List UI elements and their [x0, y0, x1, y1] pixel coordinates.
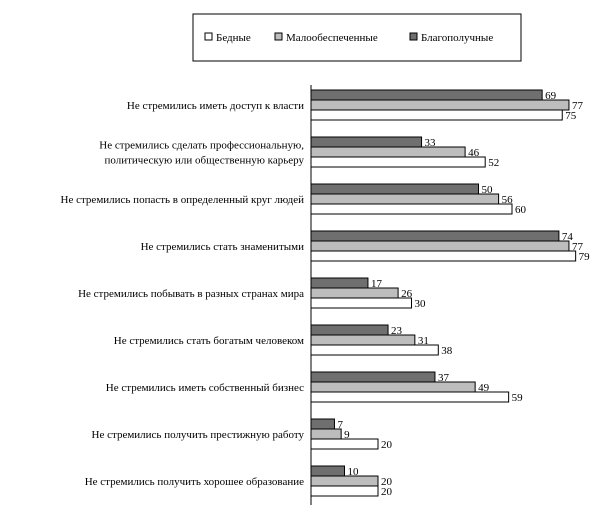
bar-6-series-1: [310, 324, 389, 336]
legend-entry: Бедные: [216, 32, 251, 44]
bar-1-series-1: [310, 89, 543, 101]
data-label: 60: [515, 204, 527, 216]
legend-swatch: [274, 32, 283, 41]
bar-6-series-3: [310, 344, 439, 356]
bar-2-series-3: [310, 156, 486, 168]
data-label: 20: [381, 439, 393, 451]
bar-6-series-2: [310, 334, 416, 346]
data-label: 9: [344, 429, 350, 441]
category-label: Не стремились попасть в определенный кру…: [61, 194, 305, 206]
legend-swatch: [409, 32, 418, 41]
category-label: Не стремились получить престижную работу: [92, 429, 305, 441]
legend-box: [192, 13, 522, 62]
bar-7-series-3: [310, 391, 510, 403]
data-label: 49: [478, 382, 490, 394]
data-label: 69: [545, 90, 557, 102]
bar-9-series-1: [310, 465, 345, 477]
bar-9-series-2: [310, 475, 379, 487]
data-label: 23: [391, 325, 403, 337]
bar-1-series-2: [310, 99, 570, 111]
bar-5-series-2: [310, 287, 399, 299]
chart-bars: 6977753346525056607477791726302331383749…: [310, 89, 591, 498]
bar-1-series-3: [310, 109, 563, 121]
category-label: Не стремились иметь доступ к власти: [127, 100, 304, 112]
bar-7-series-2: [310, 381, 476, 393]
bar-8-series-3: [310, 438, 379, 450]
category-label: Не стремились сделать профессиональную,: [99, 140, 304, 152]
bar-7-series-1: [310, 371, 436, 383]
category-label: Не стремились побывать в разных странах …: [78, 288, 304, 300]
data-label: 26: [401, 288, 413, 300]
bar-2-series-2: [310, 146, 466, 158]
category-label: политическую или общественную карьеру: [104, 155, 304, 167]
legend-entry: Благополучные: [421, 32, 493, 44]
category-label: Не стремились получить хорошее образован…: [85, 476, 304, 488]
bar-8-series-1: [310, 418, 335, 430]
data-label: 20: [381, 486, 393, 498]
data-label: 46: [468, 147, 480, 159]
data-label: 37: [438, 372, 450, 384]
bar-3-series-2: [310, 193, 500, 205]
data-label: 77: [572, 100, 584, 112]
data-label: 52: [488, 157, 499, 169]
bar-4-series-1: [310, 230, 560, 242]
bar-5-series-3: [310, 297, 412, 309]
data-label: 50: [482, 184, 494, 196]
bar-3-series-1: [310, 183, 479, 195]
legend-entry: Малообеспеченные: [286, 32, 378, 44]
data-label: 10: [348, 466, 360, 478]
data-label: 59: [512, 392, 524, 404]
data-label: 33: [425, 137, 437, 149]
category-label: Не стремились стать знаменитыми: [141, 241, 305, 253]
bar-2-series-1: [310, 136, 423, 148]
data-label: 75: [565, 110, 577, 122]
category-label: Не стремились стать богатым человеком: [114, 335, 304, 347]
data-label: 38: [441, 345, 453, 357]
bar-8-series-2: [310, 428, 342, 440]
data-label: 77: [572, 241, 584, 253]
legend-swatch: [204, 32, 213, 41]
data-label: 30: [415, 298, 427, 310]
chart-legend: Бедные Малообеспеченные Благополучные: [192, 13, 522, 62]
data-label: 7: [337, 419, 343, 431]
bar-3-series-3: [310, 203, 513, 215]
bar-4-series-2: [310, 240, 570, 252]
data-label: 31: [418, 335, 429, 347]
bar-5-series-1: [310, 277, 369, 289]
bar-4-series-3: [310, 250, 577, 262]
data-label: 20: [381, 476, 393, 488]
data-label: 17: [371, 278, 383, 290]
data-label: 74: [562, 231, 574, 243]
bar-9-series-3: [310, 485, 379, 497]
data-label: 79: [579, 251, 591, 263]
data-label: 56: [502, 194, 513, 206]
chart-category-labels: Не стремились иметь доступ к власти Не ст…: [61, 100, 305, 488]
category-label: Не стремились иметь собственный бизнес: [106, 382, 304, 394]
